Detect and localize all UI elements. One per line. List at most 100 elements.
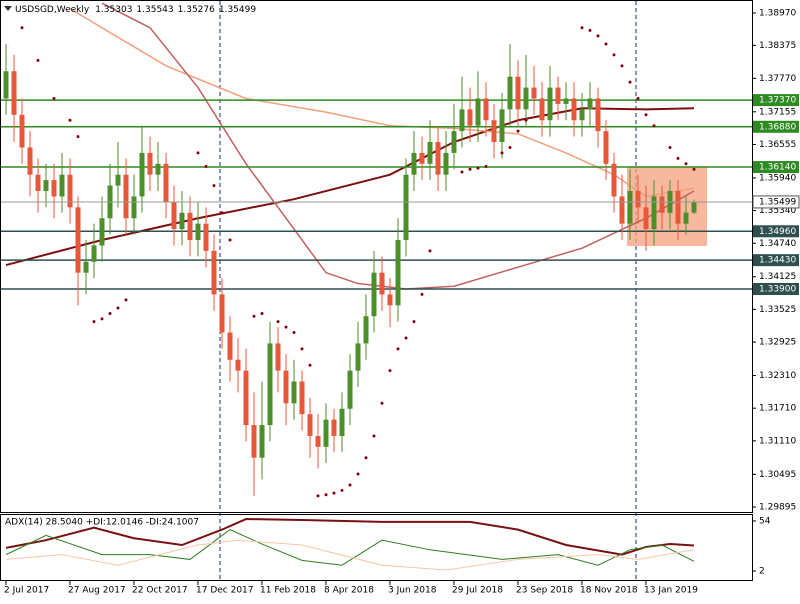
x-tick-label: 2 Jul 2017 [4, 586, 49, 596]
sar-dot [524, 118, 528, 122]
indicator-frame [0, 514, 753, 581]
candle-body [315, 435, 321, 447]
y-tick-label: 1.35940 [759, 173, 796, 183]
candle-body [35, 174, 41, 192]
candle-body [563, 98, 569, 104]
sar-dot [124, 298, 128, 302]
candle-body [243, 370, 249, 426]
y-tick-label: 1.34125 [759, 272, 796, 282]
y-tick-label: 1.30495 [759, 470, 796, 480]
sar-dot [20, 26, 24, 30]
candle-body [587, 98, 593, 110]
candle-body [523, 87, 529, 110]
candle-body [43, 180, 49, 192]
indicator-line [5, 518, 695, 556]
candle-body [131, 196, 137, 219]
low-value: 1.35276 [178, 5, 215, 15]
candle-body [155, 163, 161, 175]
candle-body [219, 294, 225, 333]
sar-dot [484, 165, 488, 169]
sar-dot [604, 42, 608, 46]
header: USDSGD,Weekly 1.35303 1.35543 1.35276 1.3549… [15, 5, 256, 15]
x-tick-label: 18 Nov 2018 [580, 586, 638, 596]
candle-body [427, 142, 433, 164]
candle-body [491, 120, 497, 143]
sar-dot [404, 336, 408, 340]
candle-body [203, 223, 209, 251]
candle-body [51, 180, 57, 197]
level-tag [753, 120, 799, 133]
y-tick-label: 1.31110 [759, 436, 796, 446]
candle-body [379, 272, 385, 295]
level-tag [753, 161, 799, 174]
candle-body [75, 207, 81, 273]
candle-body [675, 191, 681, 224]
open-value: 1.35303 [95, 5, 132, 15]
sar-dot [500, 151, 504, 155]
indicator-line [5, 539, 695, 571]
close-value: 1.35499 [219, 5, 256, 15]
candle-body [451, 131, 457, 153]
y-tick-label: 1.29895 [759, 502, 796, 512]
candle-body [211, 250, 217, 295]
sar-dot [372, 434, 376, 438]
level-label: 1.34960 [759, 227, 796, 237]
candle-body [267, 343, 273, 426]
candle-body [291, 381, 297, 404]
candle-body [331, 419, 337, 436]
level-tag [753, 254, 799, 267]
candle-body [347, 370, 353, 409]
sar-dot [516, 129, 520, 133]
y-tick-label: 1.31710 [759, 404, 796, 414]
high-value: 1.35543 [136, 5, 173, 15]
candle-body [419, 152, 425, 164]
x-tick-label: 27 Aug 2017 [68, 586, 126, 596]
candle-body [579, 109, 585, 121]
candle-body [403, 174, 409, 240]
candle-body [3, 71, 9, 99]
sar-dot [204, 165, 208, 169]
sar-dot [460, 170, 464, 174]
moving-average [101, 2, 695, 290]
sar-dot [316, 494, 320, 498]
candle-body [259, 425, 265, 458]
candle-body [627, 191, 633, 224]
sar-dot [364, 456, 368, 460]
candle-body [619, 196, 625, 224]
candle-body [459, 109, 465, 132]
y-tick-label: 54 [759, 516, 771, 526]
sar-dot [212, 184, 216, 188]
candle-body [11, 71, 17, 115]
indicator-line [5, 529, 695, 566]
candle-body [27, 147, 33, 175]
candle-body [395, 239, 401, 306]
sar-dot [468, 167, 472, 171]
sar-dot [116, 306, 120, 310]
candle-body [547, 87, 553, 121]
sar-dot [412, 320, 416, 324]
candle-body [683, 212, 689, 224]
candle-body [555, 87, 561, 104]
candle-body [147, 152, 153, 175]
sar-dot [596, 34, 600, 38]
sar-dot [388, 369, 392, 373]
menu-arrow[interactable] [4, 6, 12, 11]
candle-body [539, 98, 545, 121]
sar-dot [196, 151, 200, 155]
candle-body [467, 109, 473, 126]
sar-dot [92, 320, 96, 324]
candle-body [515, 76, 521, 110]
sar-dot [420, 292, 424, 296]
sar-dot [260, 311, 264, 315]
sar-dot [324, 493, 328, 497]
y-tick-label: 1.38375 [759, 41, 796, 51]
y-tick-label: 1.32310 [759, 371, 796, 381]
sar-dot [292, 331, 296, 335]
sar-dot [332, 491, 336, 495]
sar-dot [644, 113, 648, 117]
candle-body [475, 98, 481, 126]
x-tick-label: 13 Jan 2019 [644, 586, 698, 596]
candle-body [643, 207, 649, 230]
